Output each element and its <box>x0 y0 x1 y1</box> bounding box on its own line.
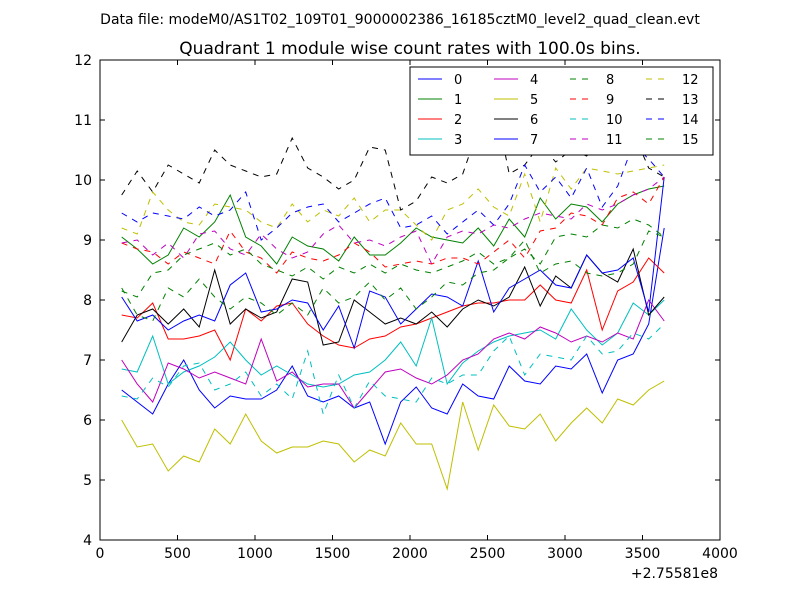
x-tick-label: 3000 <box>547 546 583 562</box>
legend-label-4: 4 <box>530 73 538 88</box>
legend-label-1: 1 <box>454 93 462 108</box>
legend-box <box>409 66 714 156</box>
series-line-1 <box>121 185 665 265</box>
legend-label-14: 14 <box>682 113 699 128</box>
x-axis: 0 500 1000 1500 2000 2500 3000 3500 4000 <box>96 60 738 562</box>
y-tick-label: 12 <box>74 53 92 69</box>
y-tick-label: 6 <box>83 413 92 429</box>
legend-label-10: 10 <box>606 113 623 128</box>
x-tick-label: 4000 <box>702 546 738 562</box>
x-tick-label: 0 <box>96 546 105 562</box>
series-line-15 <box>121 218 665 298</box>
chart-suptitle: Data file: modeM0/AS1T02_109T01_90000023… <box>100 12 700 28</box>
legend-label-6: 6 <box>530 113 538 128</box>
series-line-11 <box>121 176 665 266</box>
legend-label-15: 15 <box>682 133 699 148</box>
series-line-2 <box>121 257 665 362</box>
y-tick-label: 5 <box>83 473 92 489</box>
series-layer <box>121 94 665 491</box>
series-line-7 <box>121 176 665 350</box>
series-line-12 <box>121 164 665 241</box>
legend-label-5: 5 <box>530 93 538 108</box>
legend-label-8: 8 <box>606 73 614 88</box>
x-offset-label: +2.75581e8 <box>631 566 718 582</box>
legend-label-0: 0 <box>454 73 462 88</box>
series-line-4 <box>121 298 665 409</box>
legend-label-3: 3 <box>454 133 462 148</box>
x-tick-label: 1500 <box>315 546 351 562</box>
series-line-10 <box>121 323 665 416</box>
legend-label-2: 2 <box>454 113 462 128</box>
y-tick-label: 7 <box>83 353 92 369</box>
series-line-14 <box>121 143 665 241</box>
series-line-5 <box>121 380 665 491</box>
y-tick-label: 10 <box>74 173 92 189</box>
y-tick-label: 11 <box>74 113 92 129</box>
y-tick-label: 9 <box>83 233 92 249</box>
chart-title: Quadrant 1 module wise count rates with … <box>179 39 640 59</box>
series-line-8 <box>121 230 665 322</box>
y-tick-label: 8 <box>83 293 92 309</box>
legend-label-13: 13 <box>682 93 699 108</box>
x-tick-label: 1000 <box>237 546 273 562</box>
series-line-0 <box>121 227 665 446</box>
legend-label-11: 11 <box>606 133 623 148</box>
x-tick-label: 2000 <box>392 546 428 562</box>
y-tick-label: 4 <box>83 533 92 549</box>
series-line-3 <box>121 299 665 388</box>
x-tick-label: 3500 <box>625 546 661 562</box>
legend-label-12: 12 <box>682 73 699 88</box>
x-tick-label: 2500 <box>470 546 506 562</box>
x-tick-label: 500 <box>164 546 191 562</box>
legend-label-9: 9 <box>606 93 614 108</box>
series-line-9 <box>121 176 665 274</box>
legend-label-7: 7 <box>530 133 538 148</box>
